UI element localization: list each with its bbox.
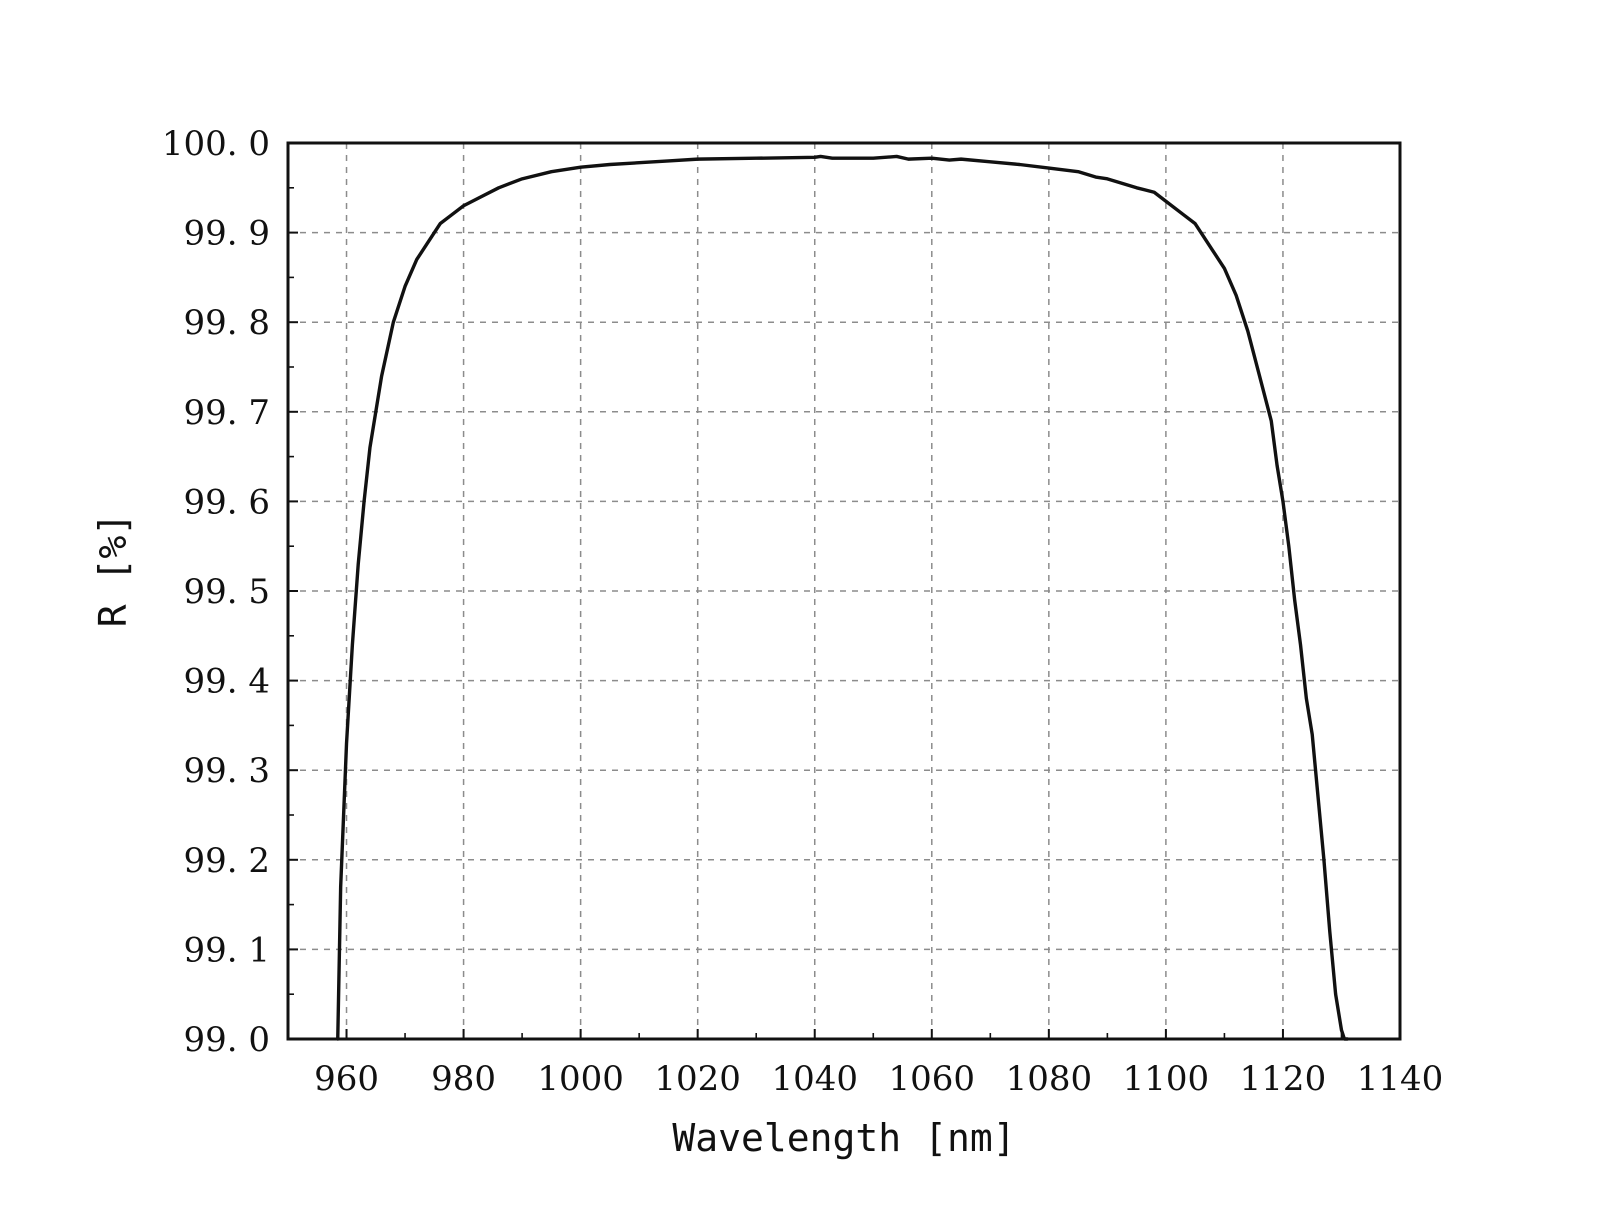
plot-frame [286,141,1402,1041]
x-tick-label: 1060 [889,1059,976,1099]
x-tick-label: 1080 [1006,1059,1093,1099]
y-tick-label: 99. 9 [183,214,270,254]
y-tick-label: 99. 6 [183,482,270,522]
x-tick-labels: 960 980 1000 1020 1040 1060 1080 1100 1120 1140 [314,1059,1443,1099]
y-axis-title: R [%] [91,513,135,627]
series-layer [336,154,1350,1041]
x-tick-label: 1000 [537,1059,624,1099]
x-tick-label: 1140 [1357,1059,1444,1099]
x-axis-title: Wavelength [nm] [672,1116,1015,1160]
x-tick-label: 1040 [771,1059,858,1099]
y-tick-label: 99. 8 [183,303,270,343]
y-tick-label: 100. 0 [162,124,270,164]
y-tick-label: 99. 1 [183,930,270,970]
y-tick-labels: 99. 0 99. 1 99. 2 99. 3 99. 4 99. 5 99. 6 99. 7… [162,124,270,1060]
x-tick-label: 980 [431,1059,496,1099]
reflectance-series-line [336,154,1350,1041]
x-tick-label: 1120 [1240,1059,1327,1099]
x-tick-label: 960 [314,1059,379,1099]
y-tick-label: 99. 7 [183,393,270,433]
y-tick-label: 99. 4 [183,662,270,702]
x-tick-label: 1020 [654,1059,741,1099]
y-tick-label: 99. 2 [183,841,270,881]
y-tick-label: 99. 0 [183,1020,270,1060]
y-tick-label: 99. 5 [183,572,270,612]
x-tick-label: 1100 [1123,1059,1210,1099]
grid-layer [288,143,1400,1039]
y-tick-label: 99. 3 [183,751,270,791]
